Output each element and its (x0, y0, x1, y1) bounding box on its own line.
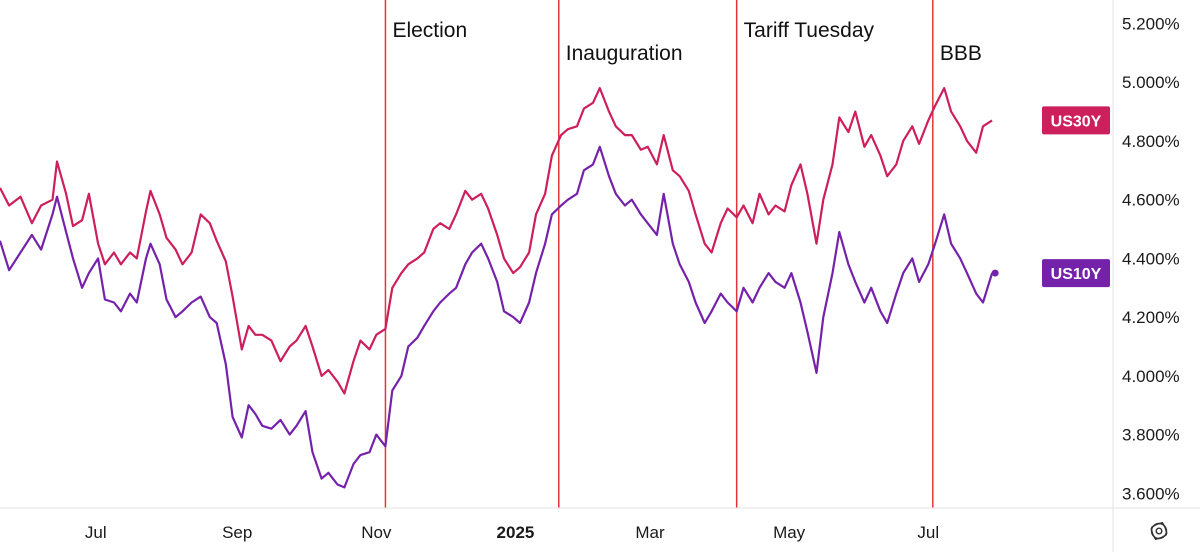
gear-icon (1150, 521, 1168, 541)
event-label: BBB (940, 42, 982, 65)
x-tick-label: Jul (917, 523, 939, 542)
series-badges: US30Y US10Y (1042, 106, 1110, 288)
series-lines (0, 87, 999, 489)
x-tick-label: Jul (85, 523, 107, 542)
y-tick-label: 4.000% (1122, 367, 1180, 386)
series-badge-us30y: US30Y (1042, 106, 1110, 135)
x-tick-label: 2025 (497, 523, 535, 542)
y-tick-label: 5.200% (1122, 14, 1180, 33)
series-badge-us10y: US10Y (1042, 259, 1110, 288)
series-badge-label: US10Y (1051, 266, 1102, 283)
y-tick-label: 4.400% (1122, 249, 1180, 268)
series-badge-label: US30Y (1051, 113, 1102, 130)
series-badge-bg (1042, 106, 1110, 135)
event-label: Inauguration (566, 42, 683, 65)
series-badge-bg (1042, 259, 1110, 288)
event-label: Election (392, 19, 467, 42)
y-axis-ticks: 3.600% 3.800% 4.000% 4.200% 4.400% 4.600% 4.80… (1122, 14, 1180, 503)
y-tick-label: 4.800% (1122, 132, 1180, 151)
y-tick-label: 5.000% (1122, 73, 1180, 92)
y-tick-label: 3.600% (1122, 484, 1180, 503)
event-label: Tariff Tuesday (744, 19, 875, 42)
x-axis-ticks: Jul Sep Nov 2025 Mar May Jul (85, 523, 939, 542)
x-tick-label: May (773, 523, 806, 542)
y-tick-label: 4.200% (1122, 308, 1180, 327)
x-tick-label: Sep (222, 523, 252, 542)
series-line-us10y (0, 145, 994, 489)
x-tick-label: Mar (635, 523, 665, 542)
series-line-us30y (0, 87, 993, 395)
y-tick-label: 4.600% (1122, 191, 1180, 210)
y-tick-label: 3.800% (1122, 426, 1180, 445)
series-end-point (991, 269, 999, 277)
x-tick-label: Nov (361, 523, 392, 542)
settings-button[interactable] (1148, 520, 1170, 543)
